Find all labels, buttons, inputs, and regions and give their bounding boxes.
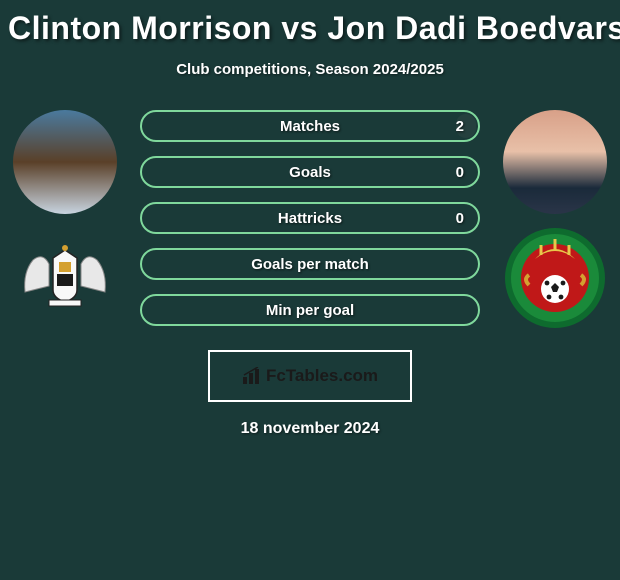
stat-bar-goals-per-match: Goals per match — [140, 248, 480, 280]
stat-bar-min-per-goal: Min per goal — [140, 294, 480, 326]
stat-label: Hattricks — [278, 210, 342, 227]
date-label: 18 november 2024 — [8, 420, 612, 438]
comparison-card: Clinton Morrison vs Jon Dadi Boedvarsson… — [0, 0, 620, 438]
stat-right-value: 0 — [456, 210, 464, 227]
left-club-badge — [15, 242, 115, 314]
page-title: Clinton Morrison vs Jon Dadi Boedvarsson — [8, 10, 612, 47]
stat-bar-goals: Goals 0 — [140, 156, 480, 188]
left-player-column — [10, 106, 120, 314]
right-player-avatar — [503, 110, 607, 214]
right-club-badge — [505, 242, 605, 314]
branding-box: FcTables.com — [208, 350, 412, 402]
branding-label: FcTables.com — [242, 366, 378, 386]
comparison-row: Matches 2 Goals 0 Hattricks 0 Goals per … — [8, 106, 612, 326]
stats-column: Matches 2 Goals 0 Hattricks 0 Goals per … — [140, 106, 480, 326]
branding-text: FcTables.com — [266, 366, 378, 386]
right-player-column — [500, 106, 610, 314]
stat-label: Min per goal — [266, 302, 354, 319]
stat-right-value: 2 — [456, 118, 464, 135]
left-player-avatar — [13, 110, 117, 214]
stat-label: Matches — [280, 118, 340, 135]
chart-icon — [242, 367, 264, 385]
stat-bar-matches: Matches 2 — [140, 110, 480, 142]
stat-bar-hattricks: Hattricks 0 — [140, 202, 480, 234]
stat-label: Goals per match — [251, 256, 369, 273]
subtitle: Club competitions, Season 2024/2025 — [8, 61, 612, 78]
stat-label: Goals — [289, 164, 331, 181]
stat-right-value: 0 — [456, 164, 464, 181]
